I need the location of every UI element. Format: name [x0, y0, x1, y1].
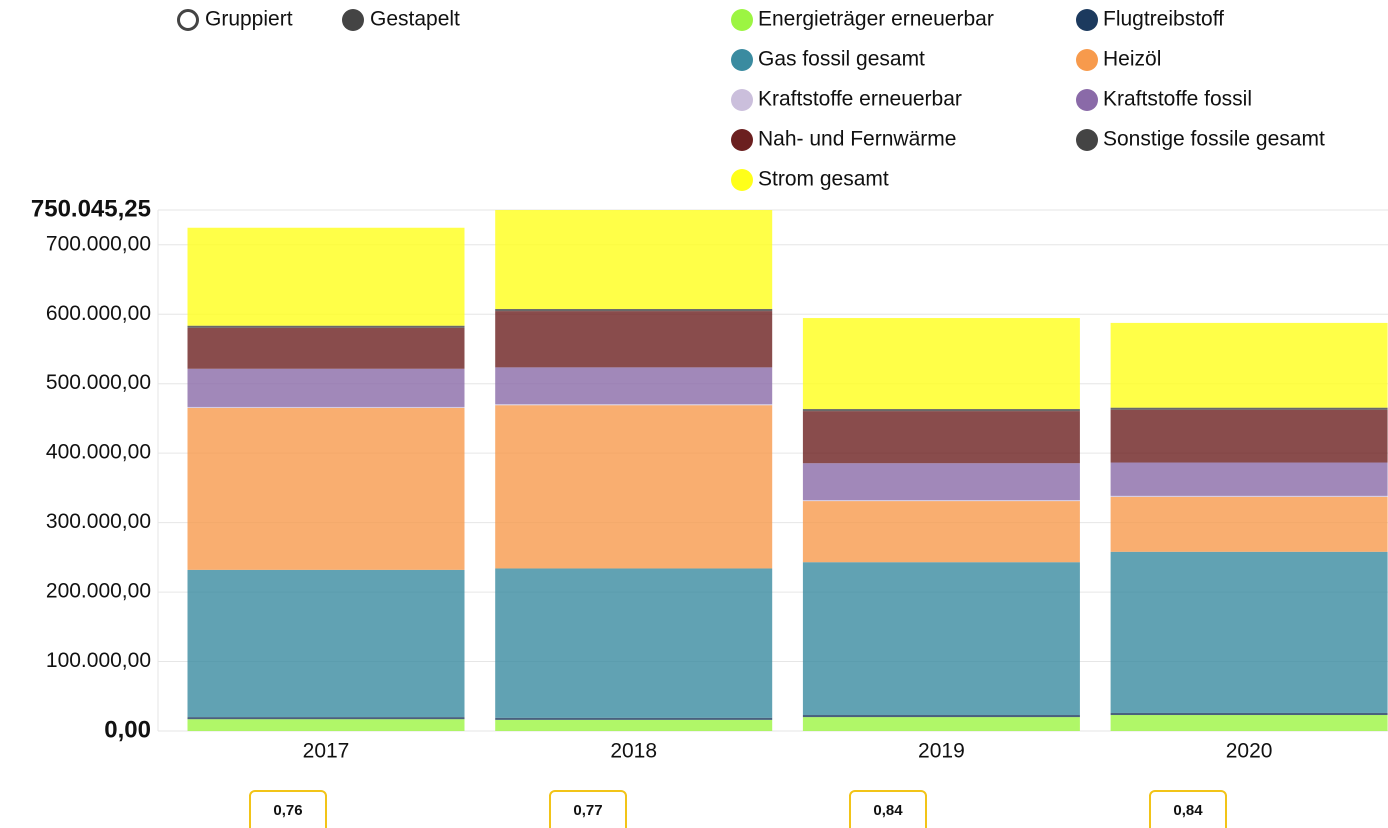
bar-segment — [802, 715, 1080, 718]
bar-segment — [495, 309, 773, 312]
bar-segment — [495, 367, 773, 405]
x-tick-label: 2017 — [303, 740, 350, 763]
radio-label[interactable]: Gestapelt — [370, 8, 460, 31]
legend-swatch[interactable] — [1076, 9, 1098, 31]
y-tick-label: 200.000,00 — [46, 580, 151, 603]
bar-segment — [1110, 407, 1388, 410]
annotation-label: 0,76 — [273, 802, 302, 819]
legend-label[interactable]: Kraftstoffe fossil — [1103, 88, 1252, 111]
legend-label[interactable]: Strom gesamt — [758, 168, 889, 191]
x-tick-label: 2019 — [918, 740, 965, 763]
annotation-box — [849, 790, 927, 828]
legend-swatch[interactable] — [731, 129, 753, 151]
bar-segment — [495, 719, 773, 731]
bar-segment — [187, 719, 465, 731]
x-tick-label: 2018 — [610, 740, 657, 763]
bar-segment — [1110, 551, 1388, 713]
radio-label[interactable]: Gruppiert — [205, 8, 293, 31]
y-tick-label: 600.000,00 — [46, 302, 151, 325]
legend-label[interactable]: Nah- und Fernwärme — [758, 128, 956, 151]
radio-button[interactable] — [177, 9, 199, 31]
bar-segment — [187, 407, 465, 570]
bar-segment — [802, 501, 1080, 563]
legend-swatch[interactable] — [731, 9, 753, 31]
legend-swatch[interactable] — [1076, 129, 1098, 151]
legend-swatch[interactable] — [731, 169, 753, 191]
bar-segment — [187, 717, 465, 720]
y-tick-label: 0,00 — [104, 716, 151, 743]
bar-segment — [1110, 462, 1388, 496]
bar-segment — [802, 717, 1080, 731]
radio-button[interactable] — [342, 9, 364, 31]
annotation-label: 0,77 — [573, 802, 602, 819]
bar-segment — [187, 325, 465, 328]
legend-label[interactable]: Kraftstoffe erneuerbar — [758, 88, 962, 111]
bar-segment — [187, 368, 465, 407]
legend-swatch[interactable] — [1076, 49, 1098, 71]
y-tick-label: 750.045,25 — [31, 195, 151, 222]
bar-segment — [495, 568, 773, 718]
bar-segment — [802, 463, 1080, 501]
bar-segment — [1110, 409, 1388, 463]
annotation-label: 0,84 — [1173, 802, 1203, 819]
bar-segment — [1110, 712, 1388, 716]
legend-label[interactable]: Flugtreibstoff — [1103, 8, 1224, 31]
legend-swatch[interactable] — [731, 89, 753, 111]
y-tick-label: 300.000,00 — [46, 510, 151, 533]
bar-segment — [802, 500, 1080, 502]
bar-segment — [187, 569, 465, 718]
legend-label[interactable]: Sonstige fossile gesamt — [1103, 128, 1325, 151]
bar-segment — [1110, 496, 1388, 552]
annotation-box — [1149, 790, 1227, 828]
bar-segment — [187, 327, 465, 369]
bar-segment — [1110, 495, 1388, 497]
legend-swatch[interactable] — [1076, 89, 1098, 111]
y-tick-label: 100.000,00 — [46, 649, 151, 672]
legend-label[interactable]: Energieträger erneuerbar — [758, 8, 994, 31]
legend-label[interactable]: Gas fossil gesamt — [758, 48, 925, 71]
bar-segment — [495, 405, 773, 569]
x-tick-label: 2020 — [1226, 740, 1273, 763]
bar-segment — [802, 562, 1080, 716]
y-tick-label: 700.000,00 — [46, 232, 151, 255]
bar-segment — [1110, 715, 1388, 731]
annotation-box — [549, 790, 627, 828]
bar-segment — [802, 409, 1080, 412]
y-tick-label: 400.000,00 — [46, 441, 151, 464]
annotation-label: 0,84 — [873, 802, 903, 819]
bar-segment — [187, 227, 465, 326]
legend-swatch[interactable] — [731, 49, 753, 71]
bar-segment — [495, 717, 773, 720]
bar-segment — [1110, 322, 1388, 408]
bar-segment — [495, 404, 773, 406]
bar-segment — [802, 318, 1080, 410]
bar-segment — [802, 411, 1080, 464]
y-tick-label: 500.000,00 — [46, 371, 151, 394]
legend-label[interactable]: Heizöl — [1103, 48, 1161, 71]
bar-segment — [495, 311, 773, 368]
bar-segment — [495, 210, 773, 310]
annotation-box — [249, 790, 327, 828]
bar-segment — [187, 406, 465, 408]
